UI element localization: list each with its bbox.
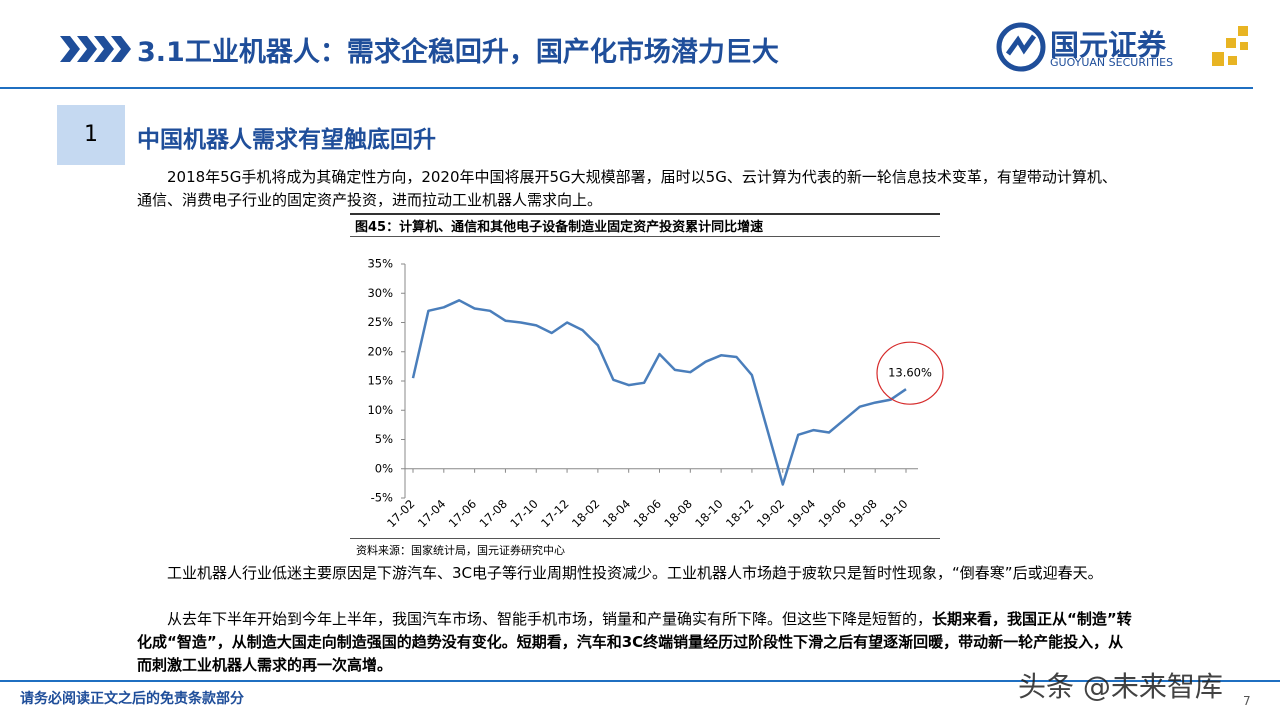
y-tick-label: 30% bbox=[367, 286, 393, 300]
x-tick-label: 18-10 bbox=[692, 497, 726, 531]
y-tick-label: -5% bbox=[371, 491, 393, 505]
footer-line bbox=[0, 680, 1280, 682]
x-tick-label: 19-10 bbox=[877, 497, 911, 531]
section-number: 1 bbox=[57, 105, 125, 165]
rule bbox=[350, 538, 940, 539]
x-tick-label: 19-06 bbox=[815, 497, 849, 531]
y-tick-label: 25% bbox=[367, 315, 393, 329]
chevrons bbox=[60, 36, 131, 62]
logo-squares bbox=[1212, 26, 1248, 66]
y-tick-label: 10% bbox=[367, 403, 393, 417]
logo-en: GUOYUAN SECURITIES bbox=[1050, 56, 1174, 69]
chart: -5%0%5%10%15%20%25%30%35%17-0217-0417-06… bbox=[367, 257, 944, 531]
slide-title: 3.1工业机器人：需求企稳回升，国产化市场潜力巨大 bbox=[137, 37, 779, 68]
disclaimer: 请务必阅读正文之后的免责条款部分 bbox=[20, 691, 244, 707]
x-tick-label: 19-08 bbox=[846, 497, 880, 531]
x-tick-label: 17-06 bbox=[446, 497, 480, 531]
logo-icon bbox=[996, 22, 1046, 72]
x-tick-label: 18-04 bbox=[600, 497, 634, 531]
x-tick-label: 18-06 bbox=[631, 497, 665, 531]
x-tick-label: 19-04 bbox=[785, 497, 819, 531]
x-tick-label: 17-10 bbox=[507, 497, 541, 531]
paragraph-text: 从去年下半年开始到今年上半年，我国汽车市场、智能手机市场，销量和产量确实有所下降… bbox=[167, 610, 933, 628]
paragraph: 从去年下半年开始到今年上半年，我国汽车市场、智能手机市场，销量和产量确实有所下降… bbox=[137, 608, 1137, 677]
x-tick-label: 19-02 bbox=[754, 497, 788, 531]
x-tick-label: 17-12 bbox=[538, 497, 572, 531]
figure-caption: 图45：计算机、通信和其他电子设备制造业固定资产投资累计同比增速 bbox=[355, 220, 764, 235]
intro: 2018年5G手机将成为其确定性方向，2020年中国将展开5G大规模部署，届时以… bbox=[137, 168, 1117, 209]
y-tick-label: 5% bbox=[375, 432, 393, 446]
x-tick-label: 17-04 bbox=[415, 497, 449, 531]
x-tick-label: 18-08 bbox=[661, 497, 695, 531]
logo-name: 国元证券 bbox=[1050, 28, 1167, 62]
y-tick-label: 20% bbox=[367, 344, 393, 358]
line bbox=[411, 299, 907, 486]
y-tick-label: 0% bbox=[375, 461, 393, 475]
paragraph: 工业机器人行业低迷主要原因是下游汽车、3C电子等行业周期性投资减少。工业机器人市… bbox=[167, 564, 1103, 582]
section-title: 中国机器人需求有望触底回升 bbox=[137, 127, 436, 153]
x-tick-label: 18-02 bbox=[569, 497, 603, 531]
y-tick-label: 35% bbox=[367, 257, 393, 271]
figure-source: 资料来源：国家统计局，国元证券研究中心 bbox=[356, 544, 565, 557]
rule bbox=[350, 213, 940, 215]
rule bbox=[350, 236, 940, 237]
paragraph-bold: 长期来看，我国正从“制造”转化成“智造”，从制造大国走向制造强国的趋势没有变化。… bbox=[137, 610, 1132, 674]
x-tick-label: 18-12 bbox=[723, 497, 757, 531]
annotation: 13.60% bbox=[888, 366, 932, 380]
x-tick-label: 17-08 bbox=[477, 497, 511, 531]
watermark: 头条 @未来智库 bbox=[1018, 670, 1223, 703]
annotation-circle bbox=[876, 341, 944, 405]
y-tick-label: 15% bbox=[367, 374, 393, 388]
header-line bbox=[0, 87, 1253, 89]
page-number: 7 bbox=[1243, 694, 1251, 708]
